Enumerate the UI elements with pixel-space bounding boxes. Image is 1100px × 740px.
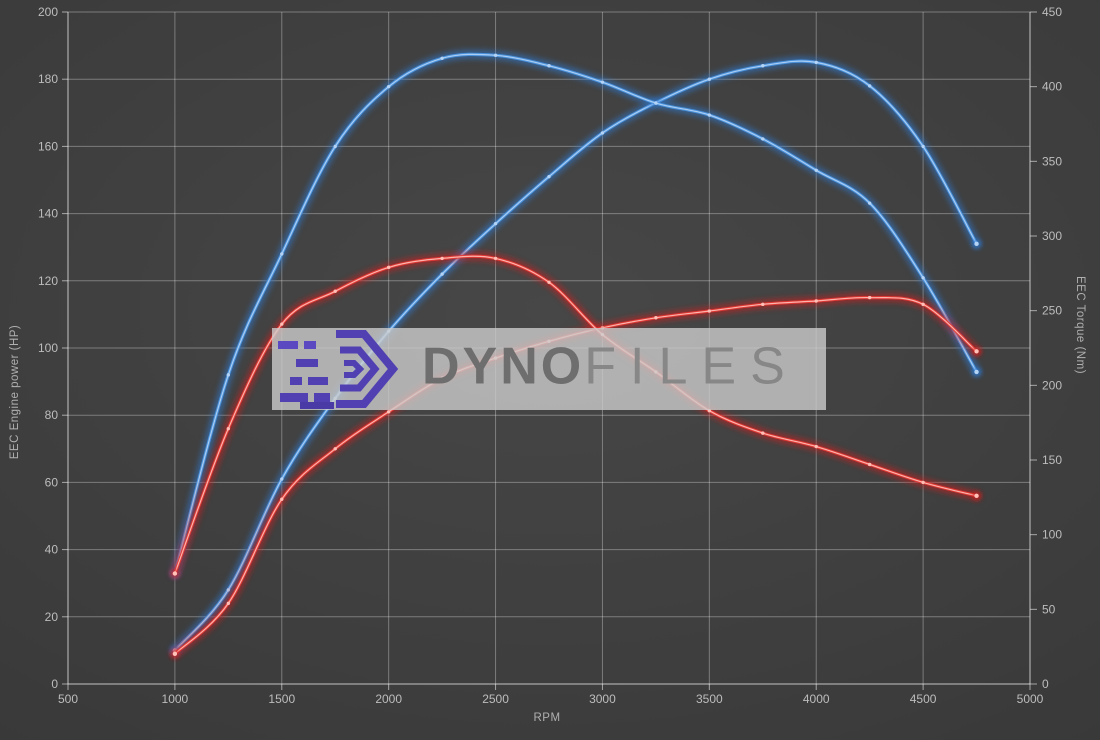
svg-text:4500: 4500	[910, 692, 937, 706]
svg-text:2500: 2500	[482, 692, 509, 706]
x-axis-title: RPM	[533, 712, 560, 724]
svg-text:300: 300	[1042, 229, 1062, 243]
svg-text:40: 40	[45, 543, 59, 557]
svg-text:0: 0	[51, 677, 58, 691]
svg-text:160: 160	[38, 139, 58, 153]
svg-text:100: 100	[1042, 528, 1062, 542]
right-axis-title: EEC Torque (Nm)	[1074, 276, 1086, 374]
svg-text:120: 120	[38, 274, 58, 288]
svg-text:5000: 5000	[1017, 692, 1044, 706]
svg-text:140: 140	[38, 207, 58, 221]
svg-text:450: 450	[1042, 5, 1062, 19]
svg-text:2000: 2000	[375, 692, 402, 706]
svg-text:1500: 1500	[268, 692, 295, 706]
svg-text:3000: 3000	[589, 692, 616, 706]
watermark: DYNOFILES	[272, 328, 826, 410]
brand-dyno: DYNO	[422, 337, 585, 396]
svg-text:250: 250	[1042, 304, 1062, 318]
svg-text:400: 400	[1042, 80, 1062, 94]
svg-text:0: 0	[1042, 677, 1049, 691]
svg-text:20: 20	[45, 610, 59, 624]
svg-text:200: 200	[1042, 378, 1062, 392]
left-axis-title: EEC Engine power (HP)	[9, 325, 21, 460]
svg-text:50: 50	[1042, 602, 1056, 616]
svg-text:100: 100	[38, 341, 58, 355]
svg-text:4000: 4000	[803, 692, 830, 706]
brand-wordmark: DYNOFILES	[422, 337, 799, 397]
svg-text:200: 200	[38, 5, 58, 19]
svg-text:80: 80	[45, 408, 59, 422]
tick-labels: 0204060801001201401601802000501001502002…	[38, 5, 1062, 706]
svg-text:3500: 3500	[696, 692, 723, 706]
dynofiles-logo-icon	[278, 330, 399, 409]
svg-text:180: 180	[38, 72, 58, 86]
svg-text:350: 350	[1042, 154, 1062, 168]
brand-files: FILES	[584, 337, 799, 396]
svg-text:500: 500	[58, 692, 78, 706]
svg-text:1000: 1000	[162, 692, 189, 706]
svg-text:150: 150	[1042, 453, 1062, 467]
svg-text:60: 60	[45, 475, 59, 489]
